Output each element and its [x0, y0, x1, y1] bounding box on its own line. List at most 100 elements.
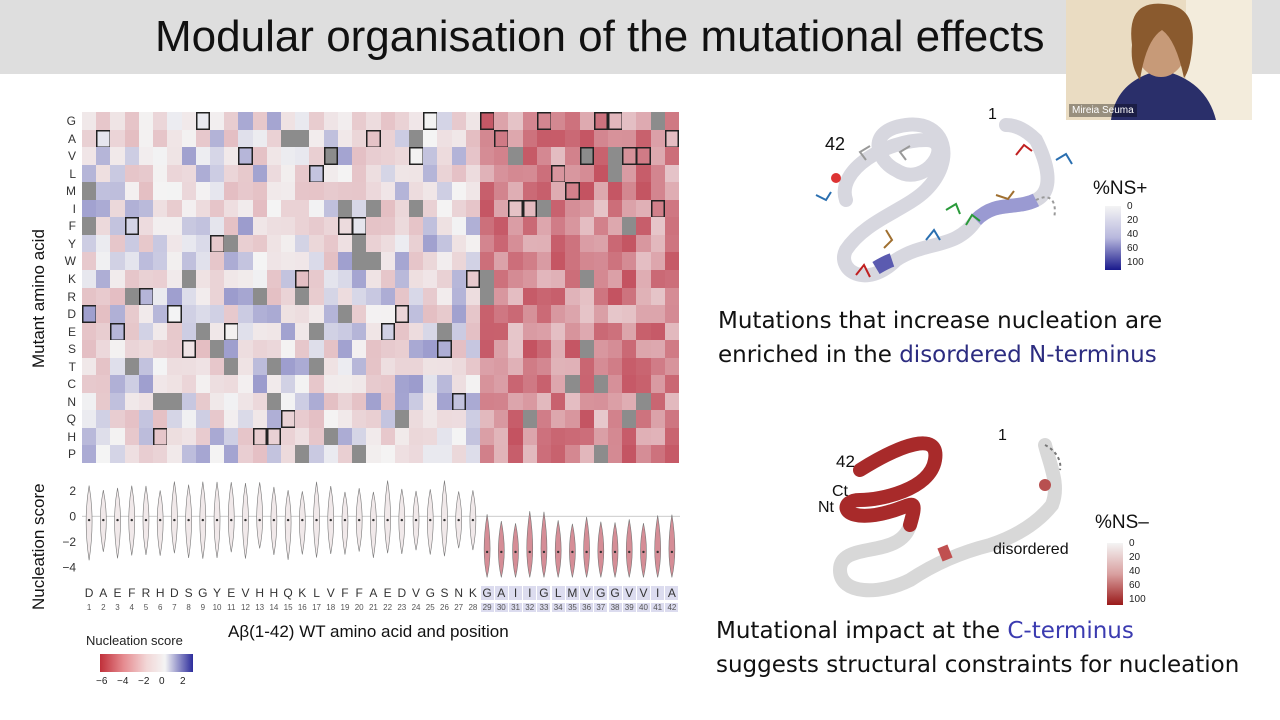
heatmap-cell: [195, 445, 211, 464]
legend-tick: −4: [117, 676, 129, 687]
heatmap-cell: [281, 164, 296, 183]
wt-aa-label: K: [468, 586, 477, 600]
bottom-caption-pre: Mutational impact at the: [716, 618, 1008, 644]
bottom-c-label: 42: [836, 452, 855, 471]
heatmap-cell: [266, 305, 282, 324]
heatmap-cell: [281, 322, 296, 341]
heatmap-cell: [124, 410, 140, 429]
heatmap-cell: [480, 252, 495, 271]
heatmap-cell: [238, 182, 254, 201]
wt-aa-label: S: [440, 586, 449, 600]
heatmap-cell: [352, 182, 367, 201]
heatmap-cell: [437, 129, 453, 148]
heatmap-cell: [309, 445, 325, 464]
heatmap-cell: [96, 410, 111, 429]
heatmap-cell: [167, 392, 182, 411]
heatmap-cell: [167, 252, 182, 271]
heatmap-cell: [650, 340, 666, 359]
mutant-label: W: [64, 254, 76, 269]
heatmap-cell: [423, 322, 438, 341]
heatmap-cell: [536, 269, 552, 288]
heatmap-cell: [380, 129, 396, 148]
heatmap-wt-cell: [82, 305, 97, 324]
heatmap-cell: [323, 112, 339, 131]
heatmap-cell: [195, 182, 211, 201]
wt-aa-label: F: [128, 586, 136, 600]
heatmap-cell: [565, 234, 580, 253]
heatmap-cell: [224, 287, 239, 306]
wt-aa-label: R: [141, 586, 151, 600]
wt-aa-label: E: [227, 586, 236, 600]
wt-position-label: 39: [622, 603, 636, 612]
heatmap-cell: [238, 269, 254, 288]
heatmap-cell: [337, 340, 353, 359]
heatmap-cell: [494, 340, 509, 359]
violin-median: [158, 518, 162, 522]
wt-aa-label: E: [113, 586, 122, 600]
wt-aa-label: G: [594, 586, 608, 600]
heatmap-cell: [636, 340, 652, 359]
heatmap-cell: [451, 322, 467, 341]
heatmap-cell: [522, 340, 538, 359]
heatmap-cell: [650, 234, 666, 253]
heatmap-cell: [110, 287, 126, 306]
heatmap-cell: [110, 129, 126, 148]
heatmap-cell: [508, 322, 524, 341]
heatmap-cell: [337, 305, 353, 324]
heatmap-cell: [238, 217, 254, 236]
heatmap-cell: [451, 427, 467, 446]
bottom-caption-line2: suggests structural constraints for nucl…: [716, 652, 1240, 678]
heatmap-cell: [224, 217, 239, 236]
heatmap-cell: [380, 252, 396, 271]
wt-position-label: 12: [241, 603, 250, 612]
wt-position-label: 31: [509, 603, 523, 612]
heatmap-cell: [465, 182, 481, 201]
heatmap-cell: [266, 287, 282, 306]
heatmap-cell: [153, 392, 168, 411]
wt-aa-label: I: [523, 586, 537, 600]
heatmap-cell: [593, 305, 609, 324]
heatmap-cell: [494, 182, 509, 201]
heatmap-cell: [238, 445, 254, 464]
heatmap-cell: [138, 445, 154, 464]
heatmap-cell: [408, 427, 424, 446]
heatmap-cell: [650, 129, 666, 148]
heatmap-cell: [238, 164, 254, 183]
heatmap-cell: [337, 199, 353, 218]
wt-aa-label: M: [565, 586, 579, 600]
heatmap-cell: [295, 340, 310, 359]
heatmap-cell: [480, 375, 495, 394]
heatmap-cell: [451, 340, 467, 359]
heatmap-cell: [551, 112, 566, 131]
heatmap-wt-cell: [281, 410, 296, 429]
heatmap-cell: [451, 164, 467, 183]
heatmap-cell: [650, 112, 666, 131]
heatmap-cell: [565, 427, 580, 446]
heatmap-cell: [593, 322, 609, 341]
heatmap-cell: [437, 375, 453, 394]
wt-position-label: 22: [383, 603, 393, 612]
heatmap-cell: [366, 112, 381, 131]
heatmap-cell: [138, 322, 154, 341]
heatmap-cell: [295, 427, 310, 446]
heatmap-wt-cell: [110, 322, 126, 341]
heatmap-cell: [423, 445, 438, 464]
heatmap-cell: [622, 340, 637, 359]
heatmap-cell: [636, 305, 652, 324]
heatmap-cell: [394, 217, 410, 236]
violin-shape: [185, 484, 192, 558]
wt-aa-label: G: [608, 586, 622, 600]
heatmap-cell: [536, 392, 552, 411]
heatmap-cell: [437, 287, 453, 306]
heatmap-cell: [281, 252, 296, 271]
wt-position-label: 37: [594, 603, 608, 612]
wt-aa-label: H: [155, 586, 165, 600]
heatmap-cell: [181, 427, 197, 446]
heatmap-cell: [366, 392, 381, 411]
heatmap-wt-cell: [380, 322, 396, 341]
wt-position-label: 27: [454, 603, 464, 612]
heatmap-cell: [138, 340, 154, 359]
heatmap-cell: [565, 199, 580, 218]
heatmap-cell: [281, 147, 296, 166]
heatmap-cell: [494, 392, 509, 411]
